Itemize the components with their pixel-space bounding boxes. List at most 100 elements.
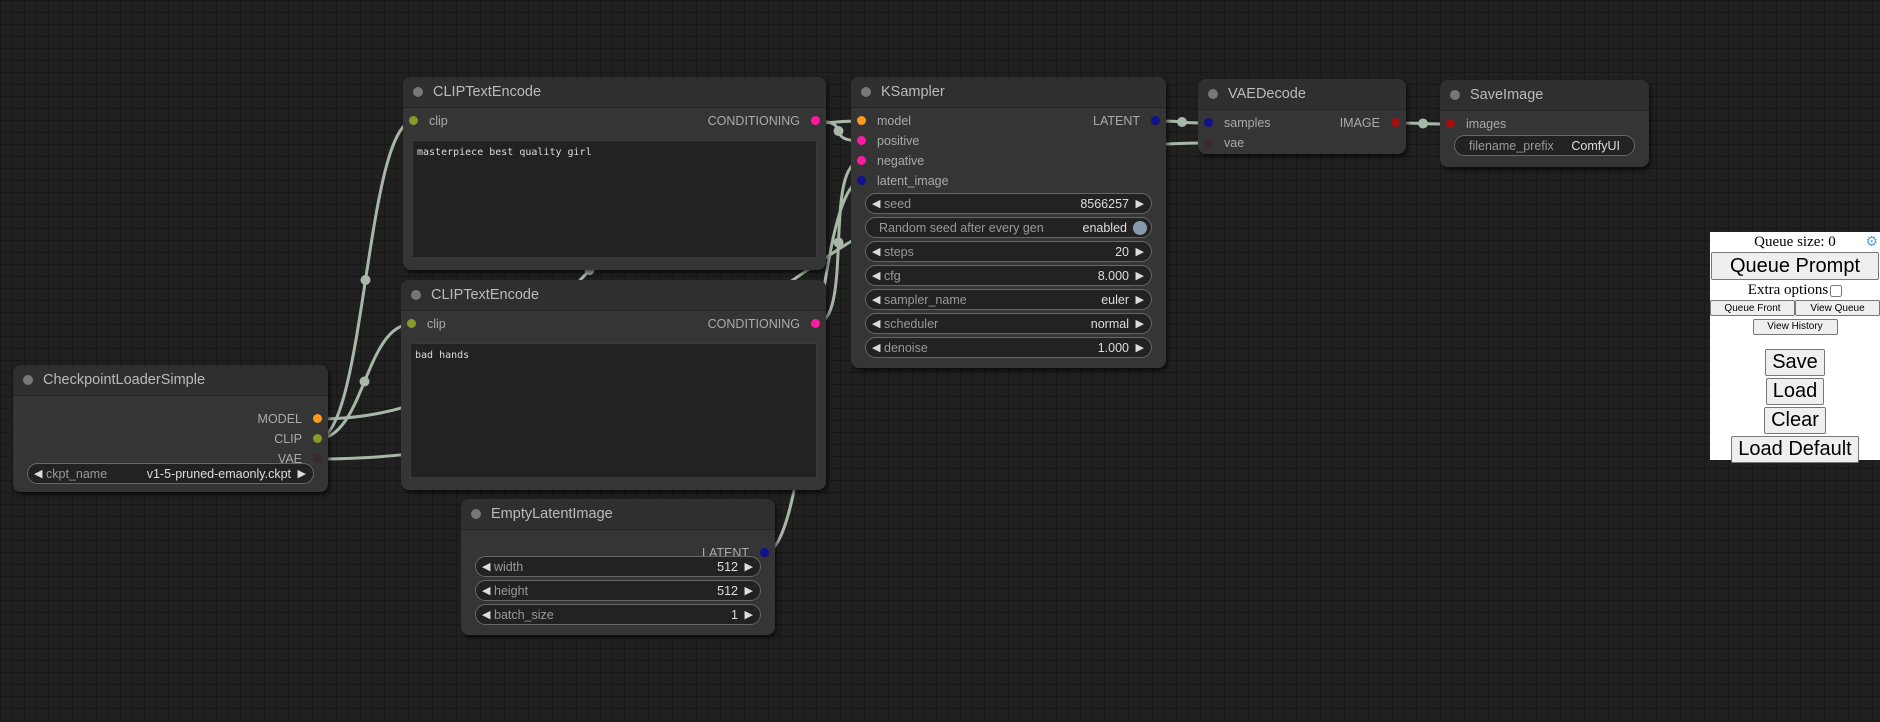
- slot-connector-icon[interactable]: [811, 116, 820, 125]
- widget-steps[interactable]: ◀ steps 20 ▶: [865, 241, 1152, 262]
- collapse-dot-icon[interactable]: [1208, 89, 1218, 99]
- widget-width[interactable]: ◀ width 512 ▶: [475, 556, 761, 577]
- node-title[interactable]: KSampler: [851, 77, 1166, 108]
- node-title[interactable]: SaveImage: [1440, 80, 1649, 111]
- widget-random-seed-after-every-gen[interactable]: Random seed after every gen enabled: [865, 217, 1152, 238]
- arrow-right-icon[interactable]: ▶: [744, 585, 753, 597]
- node-save[interactable]: SaveImage images filename_prefix ComfyUI: [1440, 80, 1649, 167]
- arrow-right-icon[interactable]: ▶: [1135, 342, 1144, 354]
- arrow-left-icon[interactable]: ◀: [482, 609, 491, 621]
- queue-prompt-button[interactable]: Queue Prompt: [1711, 252, 1879, 280]
- output-slot-CLIP[interactable]: CLIP: [274, 429, 322, 449]
- widget-ckpt-name[interactable]: ◀ ckpt_name v1-5-pruned-emaonly.ckpt ▶: [27, 463, 314, 484]
- arrow-left-icon[interactable]: ◀: [872, 294, 881, 306]
- input-slot-negative[interactable]: negative: [857, 151, 924, 171]
- extra-options-checkbox[interactable]: [1830, 284, 1843, 297]
- arrow-left-icon[interactable]: ◀: [872, 270, 881, 282]
- slot-connector-icon[interactable]: [409, 116, 418, 125]
- link-midpoint-handle[interactable]: [360, 275, 371, 285]
- node-latent[interactable]: EmptyLatentImage LATENT ◀ width 512 ▶ ◀ height 5…: [461, 499, 775, 635]
- link-midpoint-handle[interactable]: [1177, 117, 1187, 127]
- slot-connector-icon[interactable]: [1204, 138, 1213, 147]
- node-title[interactable]: VAEDecode: [1198, 79, 1406, 110]
- output-slot-LATENT[interactable]: LATENT: [1093, 111, 1160, 131]
- slot-connector-icon[interactable]: [313, 434, 322, 443]
- slot-connector-icon[interactable]: [1151, 116, 1160, 125]
- collapse-dot-icon[interactable]: [411, 290, 421, 300]
- input-slot-clip[interactable]: clip: [407, 314, 446, 334]
- input-slot-model[interactable]: model: [857, 111, 911, 131]
- output-slot-VAE[interactable]: VAE: [278, 449, 322, 469]
- widget-filename-prefix[interactable]: filename_prefix ComfyUI: [1454, 135, 1635, 156]
- slot-connector-icon[interactable]: [857, 136, 866, 145]
- input-slot-vae[interactable]: vae: [1204, 133, 1244, 153]
- view-queue-button[interactable]: View Queue: [1795, 300, 1880, 316]
- output-slot-CONDITIONING[interactable]: CONDITIONING: [708, 314, 820, 334]
- widget-sampler-name[interactable]: ◀ sampler_name euler ▶: [865, 289, 1152, 310]
- widget-batch-size[interactable]: ◀ batch_size 1 ▶: [475, 604, 761, 625]
- output-slot-MODEL[interactable]: MODEL: [258, 409, 322, 429]
- view-history-button[interactable]: View History: [1752, 318, 1838, 335]
- collapse-dot-icon[interactable]: [861, 87, 871, 97]
- slot-connector-icon[interactable]: [313, 414, 322, 423]
- input-slot-clip[interactable]: clip: [409, 111, 448, 131]
- collapse-dot-icon[interactable]: [471, 509, 481, 519]
- arrow-right-icon[interactable]: ▶: [1135, 270, 1144, 282]
- input-slot-samples[interactable]: samples: [1204, 113, 1271, 133]
- arrow-right-icon[interactable]: ▶: [1135, 198, 1144, 210]
- slot-connector-icon[interactable]: [811, 319, 820, 328]
- input-slot-positive[interactable]: positive: [857, 131, 919, 151]
- link-midpoint-handle[interactable]: [1418, 118, 1428, 129]
- widget-cfg[interactable]: ◀ cfg 8.000 ▶: [865, 265, 1152, 286]
- output-slot-CONDITIONING[interactable]: CONDITIONING: [708, 111, 820, 131]
- node-title[interactable]: CLIPTextEncode: [401, 280, 826, 311]
- queue-front-button[interactable]: Queue Front: [1710, 300, 1795, 316]
- collapse-dot-icon[interactable]: [1450, 90, 1460, 100]
- node-ksampler[interactable]: KSampler model positive negative latent_imag…: [851, 77, 1166, 368]
- save-button[interactable]: Save: [1765, 348, 1825, 376]
- slot-connector-icon[interactable]: [760, 548, 769, 557]
- arrow-right-icon[interactable]: ▶: [1135, 246, 1144, 258]
- prompt-text-input[interactable]: bad hands: [410, 343, 817, 478]
- input-slot-latent_image[interactable]: latent_image: [857, 171, 949, 191]
- arrow-left-icon[interactable]: ◀: [872, 318, 881, 330]
- widget-denoise[interactable]: ◀ denoise 1.000 ▶: [865, 337, 1152, 358]
- arrow-right-icon[interactable]: ▶: [1135, 318, 1144, 330]
- slot-connector-icon[interactable]: [857, 116, 866, 125]
- arrow-left-icon[interactable]: ◀: [34, 468, 43, 480]
- widget-height[interactable]: ◀ height 512 ▶: [475, 580, 761, 601]
- arrow-right-icon[interactable]: ▶: [297, 468, 306, 480]
- arrow-left-icon[interactable]: ◀: [482, 561, 491, 573]
- node-title[interactable]: EmptyLatentImage: [461, 499, 775, 530]
- clear-button[interactable]: Clear: [1764, 406, 1826, 434]
- slot-connector-icon[interactable]: [857, 176, 866, 185]
- widget-scheduler[interactable]: ◀ scheduler normal ▶: [865, 313, 1152, 334]
- load-default-button[interactable]: Load Default: [1731, 435, 1859, 463]
- settings-gear-icon[interactable]: ⚙: [1865, 235, 1878, 250]
- arrow-left-icon[interactable]: ◀: [482, 585, 491, 597]
- arrow-right-icon[interactable]: ▶: [744, 561, 753, 573]
- slot-connector-icon[interactable]: [1446, 119, 1455, 128]
- widget-seed[interactable]: ◀ seed 8566257 ▶: [865, 193, 1152, 214]
- arrow-left-icon[interactable]: ◀: [872, 246, 881, 258]
- link-midpoint-handle[interactable]: [359, 376, 370, 387]
- slot-connector-icon[interactable]: [857, 156, 866, 165]
- toggle-knob-icon[interactable]: [1133, 221, 1147, 235]
- collapse-dot-icon[interactable]: [23, 375, 33, 385]
- arrow-left-icon[interactable]: ◀: [872, 342, 881, 354]
- output-slot-IMAGE[interactable]: IMAGE: [1340, 113, 1400, 133]
- slot-connector-icon[interactable]: [1391, 118, 1400, 127]
- arrow-right-icon[interactable]: ▶: [1135, 294, 1144, 306]
- link-midpoint-handle[interactable]: [833, 237, 844, 248]
- node-title[interactable]: CLIPTextEncode: [403, 77, 826, 108]
- node-vae[interactable]: VAEDecode samples vae IMAGE: [1198, 79, 1406, 154]
- prompt-text-input[interactable]: masterpiece best quality girl: [412, 140, 817, 258]
- slot-connector-icon[interactable]: [407, 319, 416, 328]
- node-ckpt[interactable]: CheckpointLoaderSimple MODEL CLIP VAE ◀ ckpt_…: [13, 365, 328, 492]
- slot-connector-icon[interactable]: [313, 454, 322, 463]
- arrow-right-icon[interactable]: ▶: [744, 609, 753, 621]
- link-midpoint-handle[interactable]: [833, 126, 844, 136]
- slot-connector-icon[interactable]: [1204, 118, 1213, 127]
- input-slot-images[interactable]: images: [1446, 114, 1506, 134]
- node-title[interactable]: CheckpointLoaderSimple: [13, 365, 328, 396]
